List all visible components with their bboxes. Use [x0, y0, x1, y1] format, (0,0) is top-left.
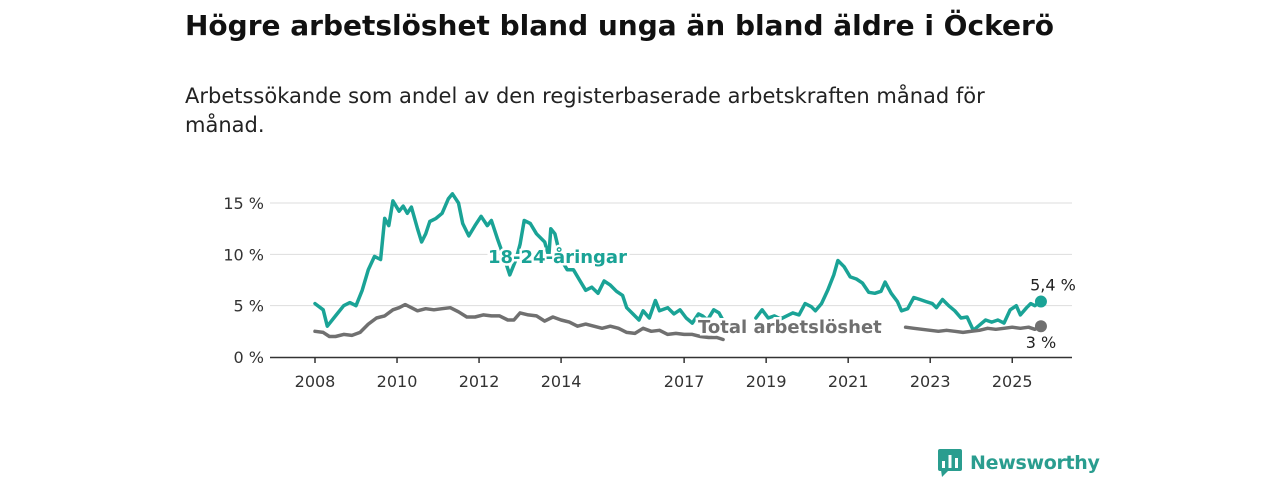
series-line-youth [706, 308, 727, 326]
chart-title: Högre arbetslöshet bland unga än bland ä… [185, 9, 1054, 42]
y-tick-label: 5 % [234, 297, 264, 316]
bar-chart-speech-bubble-icon [938, 449, 962, 477]
brand-name: Newsworthy [970, 452, 1100, 474]
end-value-label-total: 3 % [1026, 333, 1056, 352]
series-line-youth [313, 192, 719, 328]
x-tick-label: 2021 [828, 372, 869, 391]
brand-logo: Newsworthy [938, 448, 1100, 478]
series-line-youth [754, 258, 1043, 333]
x-tick-label: 2010 [377, 372, 418, 391]
x-tick-label: 2008 [295, 372, 336, 391]
x-tick-label: 2017 [664, 372, 705, 391]
end-value-label-youth: 5,4 % [1030, 276, 1076, 295]
x-tick-label: 2014 [541, 372, 582, 391]
x-tick-label: 2025 [992, 372, 1033, 391]
series-endpoint-total [1034, 320, 1047, 333]
x-tick-label: 2019 [746, 372, 787, 391]
x-tick-label: 2023 [910, 372, 951, 391]
series-line-total [313, 302, 725, 342]
y-tick-label: 10 % [223, 245, 264, 264]
x-tick-label: 2012 [459, 372, 500, 391]
series-label-youth: 18-24-åringar [488, 246, 627, 268]
series-line-total [903, 324, 1043, 335]
chart-subtitle: Arbetssökande som andel av den registerb… [185, 84, 985, 137]
series-label-total: Total arbetslöshet [698, 317, 882, 338]
series-endpoint-youth [1034, 295, 1047, 308]
y-tick-label: 15 % [223, 194, 264, 213]
y-tick-label: 0 % [234, 348, 264, 367]
